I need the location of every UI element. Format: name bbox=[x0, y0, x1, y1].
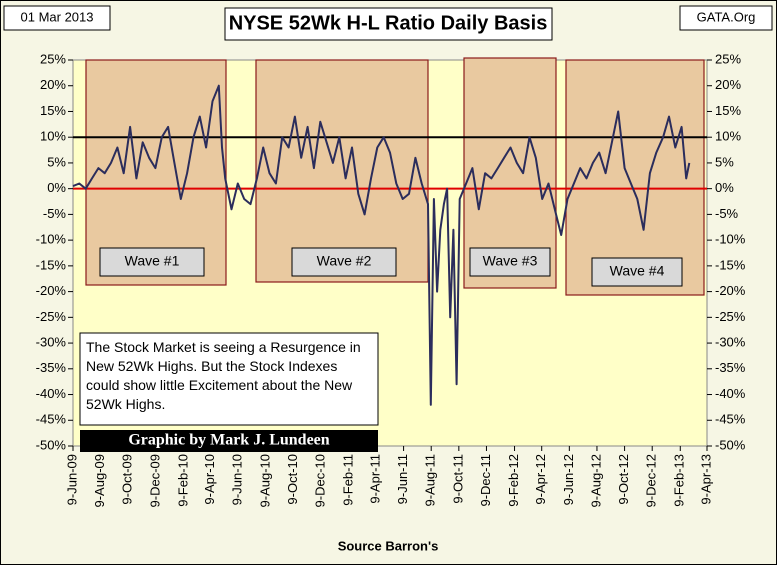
x-tick-label: 9-Feb-10 bbox=[175, 454, 190, 507]
x-tick-label: 9-Apr-12 bbox=[533, 454, 548, 505]
x-tick-label: 9-Jun-11 bbox=[395, 454, 410, 504]
x-tick-label: 9-Oct-11 bbox=[450, 454, 465, 504]
site-label: GATA.Org bbox=[697, 9, 756, 24]
x-tick-label: 9-Dec-11 bbox=[478, 454, 493, 507]
credit: Graphic by Mark J. Lundeen bbox=[128, 432, 329, 449]
x-tick-label: 9-Feb-13 bbox=[672, 454, 687, 507]
x-tick-label: 9-Feb-12 bbox=[506, 454, 521, 507]
x-tick-label: 9-Dec-09 bbox=[147, 454, 162, 507]
x-tick-label: 9-Dec-12 bbox=[644, 454, 659, 507]
note-container: The Stock Market is seeing a Resurgence … bbox=[86, 339, 361, 412]
y-tick-label: 5% bbox=[47, 154, 66, 169]
wave-label-box bbox=[591, 257, 683, 287]
y-tick-label: 0% bbox=[47, 180, 66, 195]
y-tick-label: -40% bbox=[36, 386, 67, 401]
y2-tick-label: -25% bbox=[715, 309, 746, 324]
credit-box bbox=[80, 430, 378, 452]
site-box bbox=[679, 5, 773, 31]
y-tick-label: -45% bbox=[36, 412, 67, 427]
x-tick-label: 9-Aug-11 bbox=[423, 454, 438, 507]
x-tick-label: 9-Jun-12 bbox=[561, 454, 576, 505]
y-tick-label: 10% bbox=[40, 129, 66, 144]
x-tick-label: 9-Apr-13 bbox=[698, 454, 713, 505]
x-tick-label: 9-Aug-09 bbox=[92, 454, 107, 507]
x-axis-label: Source Barron's bbox=[338, 538, 439, 553]
x-tick-label: 9-Aug-10 bbox=[257, 454, 272, 507]
y-tick-label: -20% bbox=[36, 283, 67, 298]
x-tick-label: 9-Oct-10 bbox=[285, 454, 300, 505]
y-tick-label: -30% bbox=[36, 335, 67, 350]
wave-box bbox=[255, 59, 429, 283]
y2-tick-label: -15% bbox=[715, 257, 746, 272]
y-tick-label: 15% bbox=[40, 103, 66, 118]
y2-tick-label: -40% bbox=[715, 386, 746, 401]
y2-tick-label: 10% bbox=[715, 129, 741, 144]
layer: Wave #1 Wave #2 Wave #3 Wave #4 25% 20% 15% 10%… bbox=[36, 51, 746, 507]
y-tick-label: -10% bbox=[36, 232, 67, 247]
x-tick-label: 9-Jun-09 bbox=[64, 454, 79, 505]
wave-label: Wave #1 bbox=[125, 253, 180, 269]
wave-label-box bbox=[291, 247, 397, 277]
y2-tick-label: 0% bbox=[715, 180, 734, 195]
y-tick-label: -50% bbox=[36, 437, 67, 452]
y2-tick-label: -5% bbox=[715, 206, 739, 221]
y2-tick-label: -10% bbox=[715, 232, 746, 247]
date-box bbox=[3, 5, 111, 31]
y-tick-label: -35% bbox=[36, 360, 67, 375]
y-tick-label: -15% bbox=[36, 257, 67, 272]
note-text: The Stock Market is seeing a Resurgence … bbox=[86, 339, 361, 412]
chart-title: NYSE 52Wk H-L Ratio Daily Basis bbox=[229, 12, 548, 34]
wave-label-box bbox=[99, 247, 205, 277]
note-box bbox=[79, 332, 379, 426]
y2-tick-label: -45% bbox=[715, 412, 746, 427]
x-tick-label: 9-Oct-09 bbox=[120, 454, 135, 505]
x-tick-label: 9-Apr-10 bbox=[202, 454, 217, 505]
y-tick-label: 25% bbox=[40, 51, 66, 66]
y2-tick-label: -35% bbox=[715, 360, 746, 375]
wave-label: Wave #3 bbox=[483, 253, 538, 269]
y-tick-label: 20% bbox=[40, 77, 66, 92]
series-line bbox=[72, 84, 691, 406]
title-box bbox=[224, 7, 553, 41]
wave-box bbox=[565, 59, 705, 296]
y2-tick-label: 15% bbox=[715, 103, 741, 118]
wave-label: Wave #4 bbox=[610, 263, 665, 279]
x-tick-label: 9-Feb-11 bbox=[341, 454, 356, 506]
x-tick-label: 9-Dec-10 bbox=[313, 454, 328, 507]
x-tick-label: 9-Aug-12 bbox=[588, 454, 603, 507]
wave-label-box bbox=[469, 247, 551, 277]
y2-tick-label: 20% bbox=[715, 77, 741, 92]
y-tick-label: -5% bbox=[43, 206, 67, 221]
y2-tick-label: 25% bbox=[715, 51, 741, 66]
x-tick-label: 9-Apr-11 bbox=[367, 454, 382, 504]
x-tick-label: 9-Jun-10 bbox=[230, 454, 245, 505]
x-tick-label: 9-Oct-12 bbox=[616, 454, 631, 505]
wave-label: Wave #2 bbox=[317, 253, 372, 269]
y2-tick-label: -30% bbox=[715, 335, 746, 350]
date-label: 01 Mar 2013 bbox=[21, 9, 94, 24]
y2-tick-label: -50% bbox=[715, 437, 746, 452]
y-tick-label: -25% bbox=[36, 309, 67, 324]
y2-tick-label: -20% bbox=[715, 283, 746, 298]
y2-tick-label: 5% bbox=[715, 154, 734, 169]
